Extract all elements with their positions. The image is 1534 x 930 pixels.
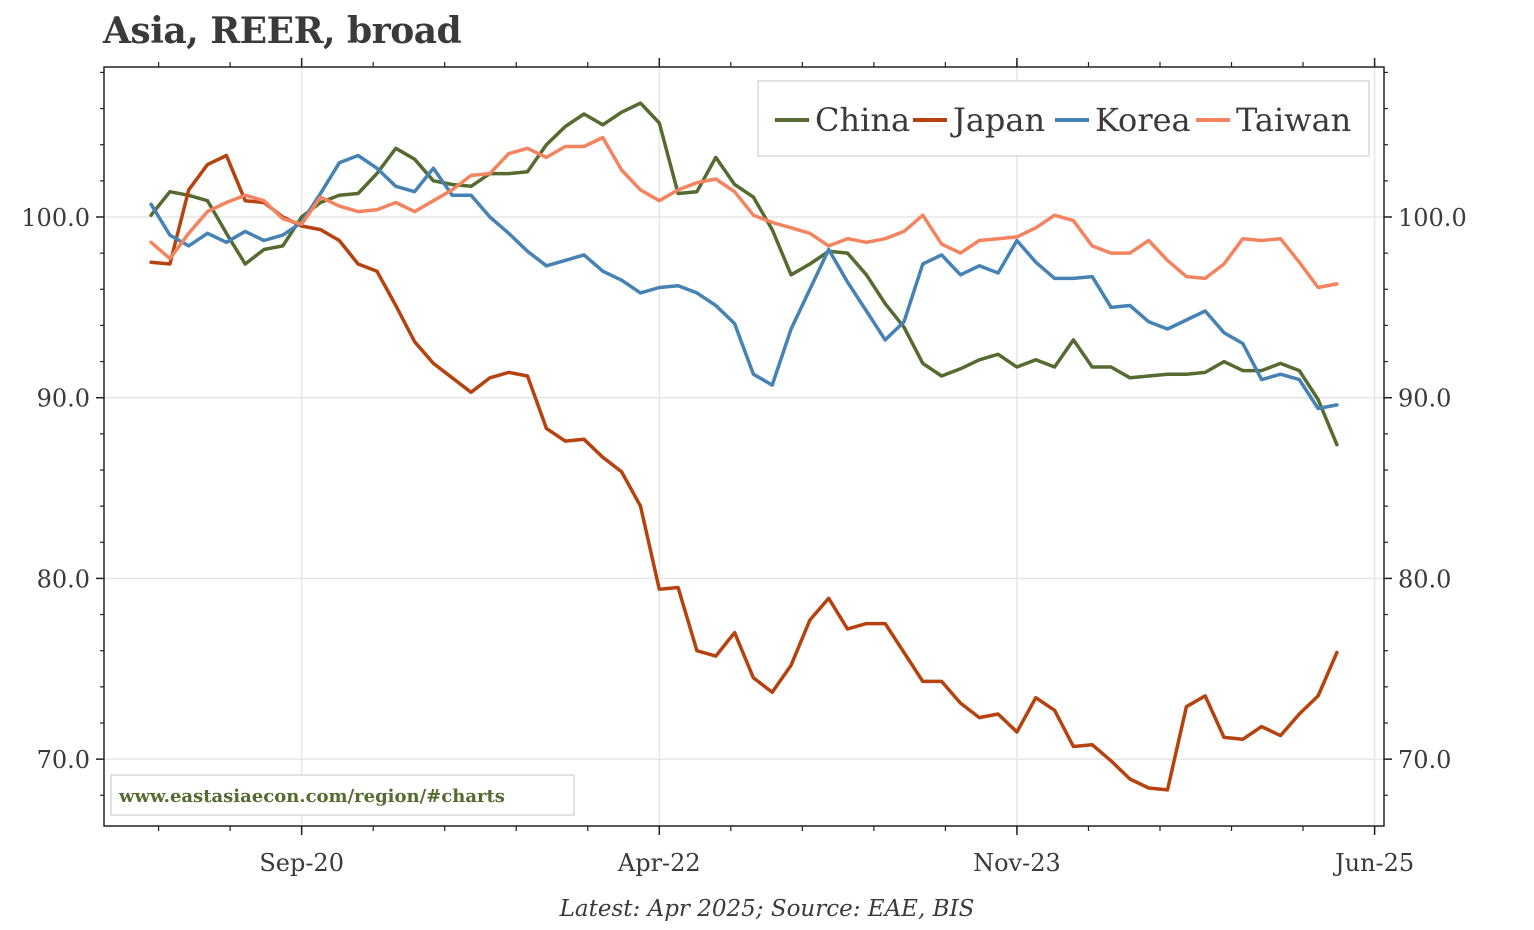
y-tick-label-right: 90.0: [1398, 385, 1451, 413]
legend-label-japan: Japan: [950, 101, 1045, 139]
legend-label-china: China: [815, 101, 910, 139]
series-lines: [149, 101, 1339, 792]
series-line-taiwan: [149, 135, 1339, 290]
source-note: Latest: Apr 2025; Source: EAE, BIS: [559, 896, 975, 922]
x-tick-label: Jun-25: [1332, 849, 1414, 877]
legend: China Japan Korea Taiwan: [757, 80, 1370, 157]
y-tick-label-right: 70.0: [1398, 746, 1451, 774]
y-tick-label-left: 80.0: [37, 565, 90, 593]
legend-label-taiwan: Taiwan: [1236, 101, 1351, 139]
y-tick-label-left: 100.0: [21, 204, 90, 232]
series-line-china: [149, 101, 1339, 447]
x-tick-label: Apr-22: [617, 849, 701, 877]
y-tick-label-left: 70.0: [37, 746, 90, 774]
legend-label-korea: Korea: [1095, 101, 1191, 139]
y-tick-label-right: 80.0: [1398, 565, 1451, 593]
axis-ticks: 70.0 70.0 80.0 80.0 90.0 90.0 100.0 100.0 Sep-20…: [21, 58, 1467, 877]
series-line-korea: [149, 153, 1339, 411]
y-tick-label-left: 90.0: [37, 385, 90, 413]
chart-title: Asia, REER, broad: [103, 10, 462, 52]
plot-frame: [103, 66, 1385, 827]
watermark-text[interactable]: www.eastasiaecon.com/region/#charts: [118, 786, 505, 807]
grid-lines: [104, 67, 1384, 826]
x-tick-label: Nov-23: [973, 849, 1061, 877]
x-tick-label: Sep-20: [259, 849, 344, 877]
watermark-box: www.eastasiaecon.com/region/#charts: [110, 774, 575, 816]
y-tick-label-right: 100.0: [1398, 204, 1467, 232]
series-line-japan: [149, 153, 1339, 792]
